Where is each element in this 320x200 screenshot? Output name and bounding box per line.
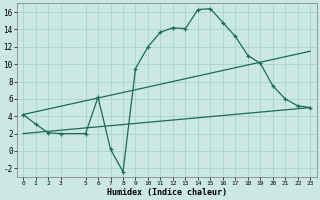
X-axis label: Humidex (Indice chaleur): Humidex (Indice chaleur) xyxy=(107,188,227,197)
